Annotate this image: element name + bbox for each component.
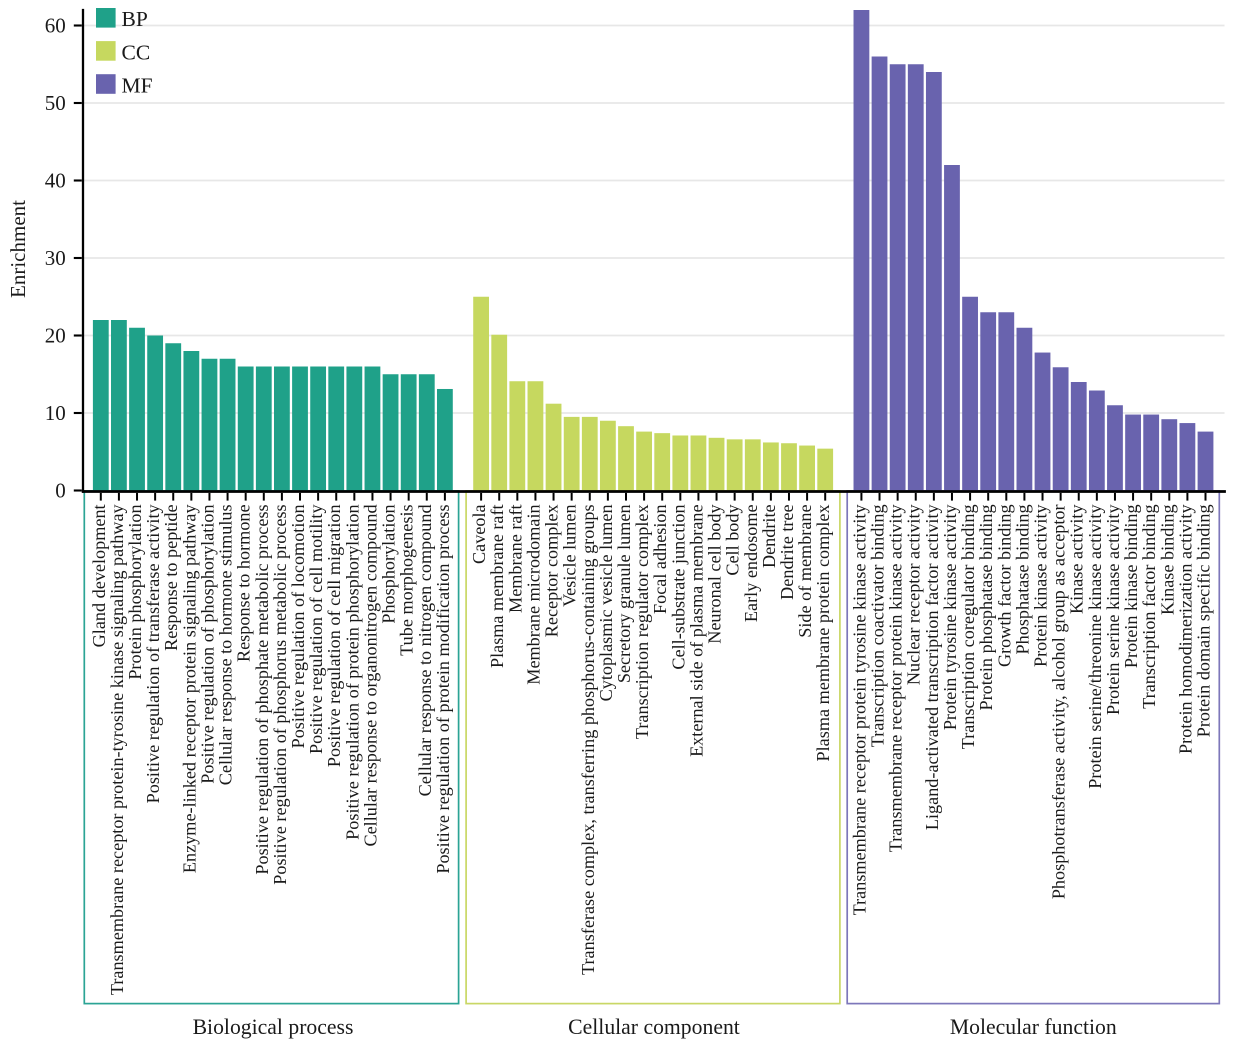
svg-text:Focal adhesion: Focal adhesion — [650, 504, 670, 614]
svg-text:Cell-substrate junction: Cell-substrate junction — [668, 504, 688, 669]
svg-text:Membrane raft: Membrane raft — [505, 504, 525, 613]
svg-text:Positive regulation of protein: Positive regulation of protein modificat… — [433, 504, 453, 873]
svg-text:Phosphatase binding: Phosphatase binding — [1012, 504, 1032, 654]
svg-text:Positive regulation of cell mi: Positive regulation of cell migration — [324, 504, 344, 767]
svg-text:Kinase activity: Kinase activity — [1067, 504, 1087, 615]
svg-text:Protein serine kinase activity: Protein serine kinase activity — [1103, 504, 1123, 716]
svg-text:Cellular response to nitrogen: Cellular response to nitrogen compound — [415, 504, 435, 796]
svg-text:Early endosome: Early endosome — [741, 504, 761, 622]
svg-text:Positive regulation of locomot: Positive regulation of locomotion — [288, 504, 308, 748]
svg-text:Transmembrane receptor protein: Transmembrane receptor protein tyrosine … — [849, 503, 869, 915]
svg-text:Biological process: Biological process — [193, 1015, 354, 1039]
svg-text:Caveola: Caveola — [469, 504, 489, 564]
svg-text:Transcription coregulator bind: Transcription coregulator binding — [958, 504, 978, 749]
svg-text:BP: BP — [122, 7, 148, 31]
svg-text:Cell body: Cell body — [723, 503, 743, 575]
svg-text:Response to hormone: Response to hormone — [234, 504, 254, 662]
svg-text:50: 50 — [45, 91, 66, 115]
svg-text:Ligand-activated transcription: Ligand-activated transcription factor ac… — [922, 504, 942, 831]
svg-text:Protein phosphorylation: Protein phosphorylation — [125, 504, 145, 679]
svg-text:Cellular response to hormone s: Cellular response to hormone stimulus — [216, 504, 236, 785]
svg-text:Nuclear receptor activity: Nuclear receptor activity — [904, 503, 924, 685]
svg-text:Dendrite: Dendrite — [759, 504, 779, 568]
svg-text:Protein serine/threonine kinas: Protein serine/threonine kinase activity — [1085, 504, 1105, 789]
svg-text:Secretory granule lumen: Secretory granule lumen — [614, 504, 634, 683]
svg-text:Vesicle lumen: Vesicle lumen — [560, 504, 580, 607]
svg-text:10: 10 — [45, 401, 66, 425]
svg-text:Molecular function: Molecular function — [950, 1015, 1117, 1039]
svg-text:Response to peptide: Response to peptide — [161, 504, 181, 651]
svg-text:Kinase binding: Kinase binding — [1157, 504, 1177, 615]
svg-text:Tube morphogenesis: Tube morphogenesis — [397, 504, 417, 655]
svg-text:Gland development: Gland development — [89, 504, 109, 647]
svg-text:20: 20 — [45, 324, 66, 348]
svg-text:Positive regulation of phospho: Positive regulation of phosphorus metabo… — [270, 504, 290, 884]
svg-text:External side of plasma membra: External side of plasma membrane — [686, 504, 706, 757]
svg-text:Receptor complex: Receptor complex — [542, 504, 562, 637]
svg-text:Transcription coactivator bind: Transcription coactivator binding — [868, 504, 888, 747]
svg-text:Enzyme-linked receptor protein: Enzyme-linked receptor protein signaling… — [179, 504, 199, 874]
svg-text:0: 0 — [55, 479, 66, 503]
svg-text:CC: CC — [122, 40, 151, 64]
svg-text:Transmembrane receptor protein: Transmembrane receptor protein kinase ac… — [886, 503, 906, 852]
svg-text:Cellular component: Cellular component — [568, 1015, 740, 1039]
svg-text:Plasma membrane protein comple: Plasma membrane protein complex — [813, 504, 833, 761]
svg-text:Positive regulation of phospha: Positive regulation of phosphate metabol… — [252, 504, 272, 874]
svg-text:Cellular response to organonit: Cellular response to organonitrogen comp… — [360, 504, 380, 846]
svg-text:Protein kinase binding: Protein kinase binding — [1121, 504, 1141, 668]
svg-text:Plasma membrane raft: Plasma membrane raft — [487, 504, 507, 668]
svg-text:Transcription regulator comple: Transcription regulator complex — [632, 504, 652, 739]
svg-text:Protein homodimerization activ: Protein homodimerization activity — [1175, 504, 1195, 754]
svg-text:Positive regulation of transfe: Positive regulation of transferase activ… — [143, 504, 163, 804]
svg-text:Positive regulation of protein: Positive regulation of protein phosphory… — [342, 504, 362, 839]
svg-text:Dendrite tree: Dendrite tree — [777, 504, 797, 599]
svg-text:Cytoplasmic vesicle lumen: Cytoplasmic vesicle lumen — [596, 504, 616, 701]
svg-text:60: 60 — [45, 14, 66, 38]
svg-text:Positive regulation of phospho: Positive regulation of phosphorylation — [197, 504, 217, 783]
svg-text:30: 30 — [45, 246, 66, 270]
svg-text:Protein tyrosine kinase activi: Protein tyrosine kinase activity — [940, 503, 960, 730]
svg-text:Enrichment: Enrichment — [6, 200, 30, 298]
svg-text:Transmembrane receptor protein: Transmembrane receptor protein-tyrosine … — [107, 503, 127, 995]
svg-text:Neuronal cell body: Neuronal cell body — [705, 503, 725, 643]
svg-text:MF: MF — [122, 73, 153, 97]
svg-text:Protein domain specific bindin: Protein domain specific binding — [1194, 504, 1214, 737]
svg-text:Phosphorylation: Phosphorylation — [379, 504, 399, 623]
svg-text:Protein kinase activity: Protein kinase activity — [1031, 503, 1051, 667]
svg-text:Membrane microdomain: Membrane microdomain — [523, 504, 543, 684]
svg-text:Phosphotransferase activity, a: Phosphotransferase activity, alcohol gro… — [1049, 504, 1069, 899]
svg-text:Protein phosphatase binding: Protein phosphatase binding — [976, 504, 996, 710]
svg-text:Side of membrane: Side of membrane — [795, 504, 815, 637]
svg-text:Growth factor binding: Growth factor binding — [994, 504, 1014, 667]
svg-text:Positive regulation of cell mo: Positive regulation of cell motility — [306, 504, 326, 754]
svg-text:Transferase complex, transferr: Transferase complex, transferring phosph… — [578, 504, 598, 975]
svg-text:40: 40 — [45, 169, 66, 193]
svg-text:Transcription factor binding: Transcription factor binding — [1139, 504, 1159, 708]
